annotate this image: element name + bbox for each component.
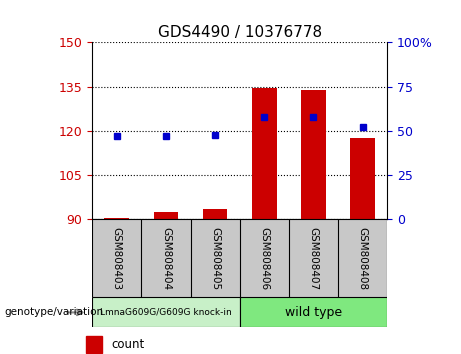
Text: GSM808404: GSM808404: [161, 227, 171, 290]
Text: GSM808403: GSM808403: [112, 227, 122, 290]
Bar: [350, 138, 375, 219]
Bar: [301, 90, 326, 219]
Bar: [252, 88, 277, 219]
Bar: [240, 297, 387, 327]
Text: count: count: [112, 338, 145, 351]
Title: GDS4490 / 10376778: GDS4490 / 10376778: [158, 25, 322, 40]
Bar: [203, 209, 227, 219]
Bar: [154, 212, 178, 219]
Bar: [92, 297, 240, 327]
Bar: [105, 218, 129, 219]
Text: LmnaG609G/G609G knock-in: LmnaG609G/G609G knock-in: [100, 308, 232, 317]
Text: GSM808407: GSM808407: [308, 227, 319, 290]
Text: GSM808406: GSM808406: [259, 227, 269, 290]
Bar: [86, 336, 102, 353]
Text: GSM808408: GSM808408: [358, 227, 368, 290]
Text: genotype/variation: genotype/variation: [5, 307, 104, 318]
Text: GSM808405: GSM808405: [210, 227, 220, 290]
Text: wild type: wild type: [285, 306, 342, 319]
